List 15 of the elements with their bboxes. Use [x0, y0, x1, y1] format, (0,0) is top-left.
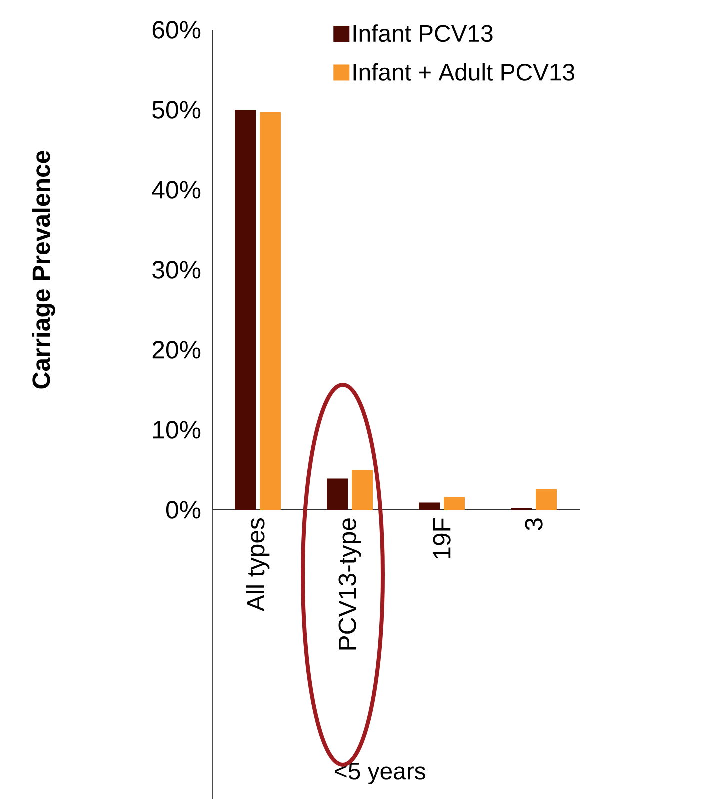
y-axis-title: Carriage Prevalence	[32, 151, 56, 389]
x-axis-title: <5 years	[335, 763, 426, 785]
x-tick-label: 3	[525, 518, 543, 530]
y-tick-label: 20%	[152, 341, 201, 359]
legend-label: Infant + Adult PCV13	[354, 63, 575, 81]
y-tick-label: 30%	[152, 261, 201, 279]
x-tick-label: PCV13-type	[338, 518, 362, 650]
y-tick-label: 0%	[166, 501, 201, 519]
y-tick-label: 40%	[152, 181, 201, 199]
x-tick-label: 19F	[433, 518, 451, 559]
y-tick-label: 60%	[152, 21, 201, 39]
legend-label: Infant PCV13	[354, 24, 493, 42]
x-tick-label: All types	[246, 518, 270, 612]
y-tick-label: 10%	[154, 421, 201, 439]
y-tick-label: 50%	[152, 101, 201, 119]
